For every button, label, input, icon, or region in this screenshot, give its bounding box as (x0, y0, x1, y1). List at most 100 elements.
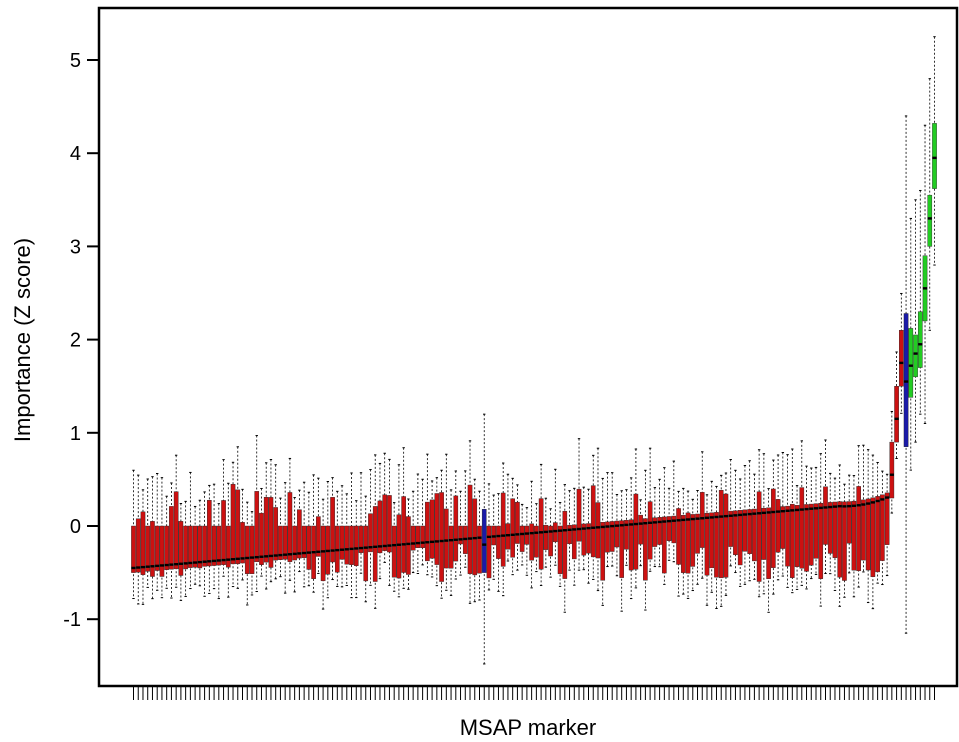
rejected-box (377, 500, 383, 554)
rejected-box (515, 501, 520, 544)
rejected-box (363, 525, 369, 582)
rejected-box (415, 525, 421, 548)
rejected-box (780, 506, 786, 549)
rejected-box (823, 486, 828, 545)
rejected-box (486, 525, 492, 579)
rejected-box (434, 493, 440, 565)
rejected-box (444, 508, 449, 569)
rejected-box (150, 521, 155, 577)
rejected-box (472, 498, 478, 576)
y-tick-label: -1 (63, 609, 81, 631)
rejected-box (292, 525, 297, 561)
rejected-box (401, 496, 406, 573)
rejected-box (624, 520, 629, 550)
rejected-box (894, 386, 899, 443)
y-axis: -1 0 1 2 3 4 5 (63, 50, 99, 631)
rejected-box (164, 525, 169, 570)
rejected-box (339, 525, 345, 560)
rejected-box (188, 525, 193, 568)
rejected-box (832, 501, 838, 558)
rejected-box (543, 525, 549, 550)
rejected-box (799, 487, 805, 569)
rejected-box (680, 515, 686, 573)
rejected-box (534, 525, 539, 558)
rejected-box (496, 525, 501, 559)
rejected-box (676, 508, 681, 565)
rejected-box (861, 499, 866, 561)
rejected-box (297, 509, 302, 559)
rejected-box (467, 484, 473, 574)
rejected-box (410, 525, 416, 551)
rejected-box (638, 514, 643, 545)
rejected-box (695, 513, 700, 554)
rejected-box (633, 493, 639, 570)
rejected-box (889, 441, 895, 499)
rejected-box (145, 525, 151, 572)
rejected-box (169, 506, 174, 570)
rejected-box (699, 492, 705, 548)
rejected-box (192, 525, 198, 568)
rejected-box (752, 508, 757, 562)
rejected-box (216, 525, 222, 566)
rejected-box (652, 517, 658, 547)
rejected-box (278, 525, 283, 560)
rejected-box (609, 521, 615, 552)
rejected-box (420, 525, 425, 549)
rejected-box (766, 507, 771, 579)
confirmed-box (927, 194, 933, 247)
rejected-box (605, 521, 610, 553)
rejected-box (837, 501, 843, 578)
rejected-box (586, 523, 591, 554)
rejected-box (737, 510, 743, 566)
rejected-box (230, 484, 236, 565)
rejected-box (235, 489, 241, 565)
rejected-box (301, 525, 307, 558)
rejected-box (856, 486, 861, 572)
rejected-box (851, 500, 857, 571)
rejected-box (595, 502, 601, 559)
rejected-box (259, 512, 264, 565)
rejected-box (240, 522, 245, 564)
y-tick-label: 1 (70, 423, 81, 445)
rejected-box (254, 491, 260, 563)
rejected-box (140, 511, 146, 575)
y-tick-label: 0 (70, 516, 81, 538)
rejected-box (159, 525, 165, 577)
rejected-box (529, 523, 534, 561)
rejected-box (818, 503, 824, 579)
rejected-box (391, 525, 397, 578)
rejected-box (500, 492, 506, 567)
rejected-box (344, 525, 350, 565)
rejected-box (406, 516, 411, 575)
rejected-box (207, 500, 212, 567)
rejected-box (775, 499, 781, 553)
rejected-box (771, 488, 776, 568)
rejected-box (282, 525, 288, 560)
rejected-box (576, 488, 582, 542)
plot-frame (97, 6, 959, 688)
confirmed-box (932, 123, 937, 189)
rejected-box (387, 495, 392, 553)
rejected-box (728, 510, 733, 547)
rejected-box (785, 505, 790, 567)
rejected-box (453, 495, 459, 562)
rejected-box (221, 500, 226, 565)
rejected-box (647, 501, 653, 560)
rejected-box (709, 512, 715, 569)
y-tick-label: 5 (70, 50, 81, 72)
box-series (131, 36, 937, 665)
rejected-box (723, 493, 729, 578)
rejected-box (396, 514, 402, 579)
rejected-box (448, 525, 454, 569)
rejected-box (657, 517, 662, 545)
rejected-box (571, 524, 577, 560)
rejected-box (557, 525, 563, 574)
y-tick-label: 4 (70, 143, 81, 165)
rejected-box (581, 523, 587, 556)
rejected-box (173, 491, 179, 570)
rejected-box (382, 494, 388, 551)
confirmed-box (908, 328, 914, 398)
rejected-box (510, 498, 515, 558)
rejected-box (320, 525, 326, 582)
rejected-box (666, 516, 672, 541)
